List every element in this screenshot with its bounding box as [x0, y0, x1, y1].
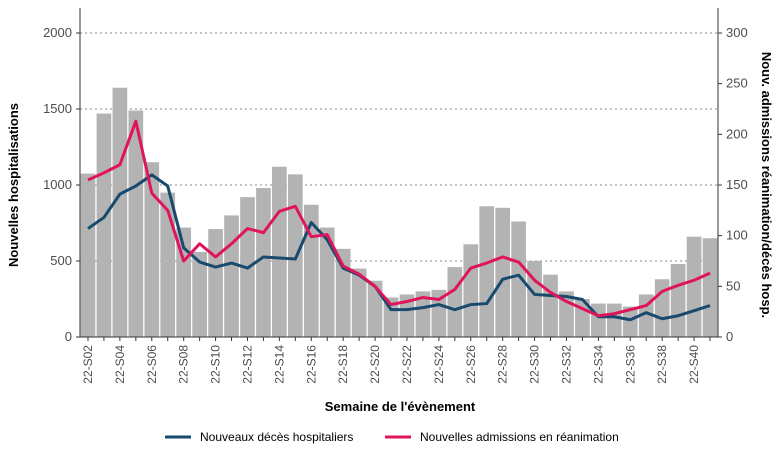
bar — [591, 303, 606, 337]
bar — [527, 261, 542, 337]
bar — [447, 267, 463, 337]
y2-axis-title: Nouv. admissions réanimation/décès hosp. — [759, 52, 773, 318]
y2-tick-label: 150 — [726, 177, 748, 192]
bar — [622, 306, 638, 337]
bar — [670, 264, 686, 337]
bar — [367, 280, 383, 337]
y-tick-label: 0 — [65, 329, 72, 344]
bar — [415, 291, 431, 337]
x-tick-label: 22-S40 — [687, 345, 701, 384]
bar — [160, 192, 176, 337]
x-tick-label: 22-S02 — [81, 345, 95, 384]
bar — [96, 113, 112, 337]
x-tick-label: 22-S26 — [464, 345, 478, 384]
x-tick-label: 22-S30 — [528, 345, 542, 384]
bar — [511, 221, 526, 337]
x-tick-label: 22-S20 — [368, 345, 382, 384]
bar — [686, 236, 702, 337]
bar — [208, 229, 223, 337]
x-tick-label: 22-S06 — [145, 345, 159, 384]
y-tick-label: 2000 — [43, 25, 72, 40]
y2-tick-label: 200 — [726, 126, 748, 141]
bar — [319, 227, 335, 337]
y2-tick-label: 300 — [726, 25, 748, 40]
y-tick-label: 1000 — [43, 177, 72, 192]
x-tick-label: 22-S16 — [304, 345, 318, 384]
y-axis-title: Nouvelles hospitalisations — [6, 103, 21, 267]
y2-tick-label: 250 — [726, 76, 748, 91]
bar — [128, 110, 144, 338]
bar — [606, 303, 622, 337]
bar — [256, 188, 271, 337]
bar — [495, 207, 511, 337]
bar — [272, 166, 287, 337]
bar — [543, 274, 558, 337]
bar — [224, 215, 239, 337]
bar — [479, 206, 495, 337]
x-tick-label: 22-S38 — [655, 345, 669, 384]
x-axis-title: Semaine de l'évènement — [325, 399, 476, 414]
x-tick-label: 22-S36 — [623, 345, 637, 384]
x-tick-label: 22-S28 — [496, 345, 510, 384]
bar — [351, 268, 367, 337]
bar — [702, 238, 718, 337]
bar — [144, 162, 160, 337]
series-line — [87, 119, 711, 318]
legend-label: Nouvelles admissions en réanimation — [420, 430, 619, 444]
bar — [303, 204, 319, 337]
y2-tick-label: 50 — [726, 278, 740, 293]
x-tick-label: 22-S10 — [209, 345, 223, 384]
bar — [463, 244, 479, 337]
x-tick-label: 22-S24 — [432, 345, 446, 384]
bar — [399, 294, 415, 337]
legend-label: Nouveaux décès hospitaliers — [200, 430, 353, 444]
bar — [383, 297, 399, 337]
x-tick-label: 22-S18 — [336, 345, 350, 384]
x-tick-label: 22-S04 — [113, 345, 127, 384]
y2-tick-label: 100 — [726, 228, 748, 243]
y-tick-label: 1500 — [43, 101, 72, 116]
x-tick-label: 22-S32 — [559, 345, 573, 384]
bar — [112, 87, 128, 337]
bar — [192, 251, 207, 337]
bar — [335, 248, 351, 337]
x-tick-label: 22-S12 — [240, 345, 254, 384]
x-tick-label: 22-S08 — [177, 345, 191, 384]
bar — [431, 289, 447, 337]
x-tick-label: 22-S22 — [400, 345, 414, 384]
x-tick-label: 22-S34 — [591, 345, 605, 384]
bar — [80, 173, 96, 337]
y2-tick-label: 0 — [726, 329, 733, 344]
series-line — [87, 173, 711, 322]
x-tick-label: 22-S14 — [272, 345, 286, 384]
y-tick-label: 500 — [50, 253, 72, 268]
